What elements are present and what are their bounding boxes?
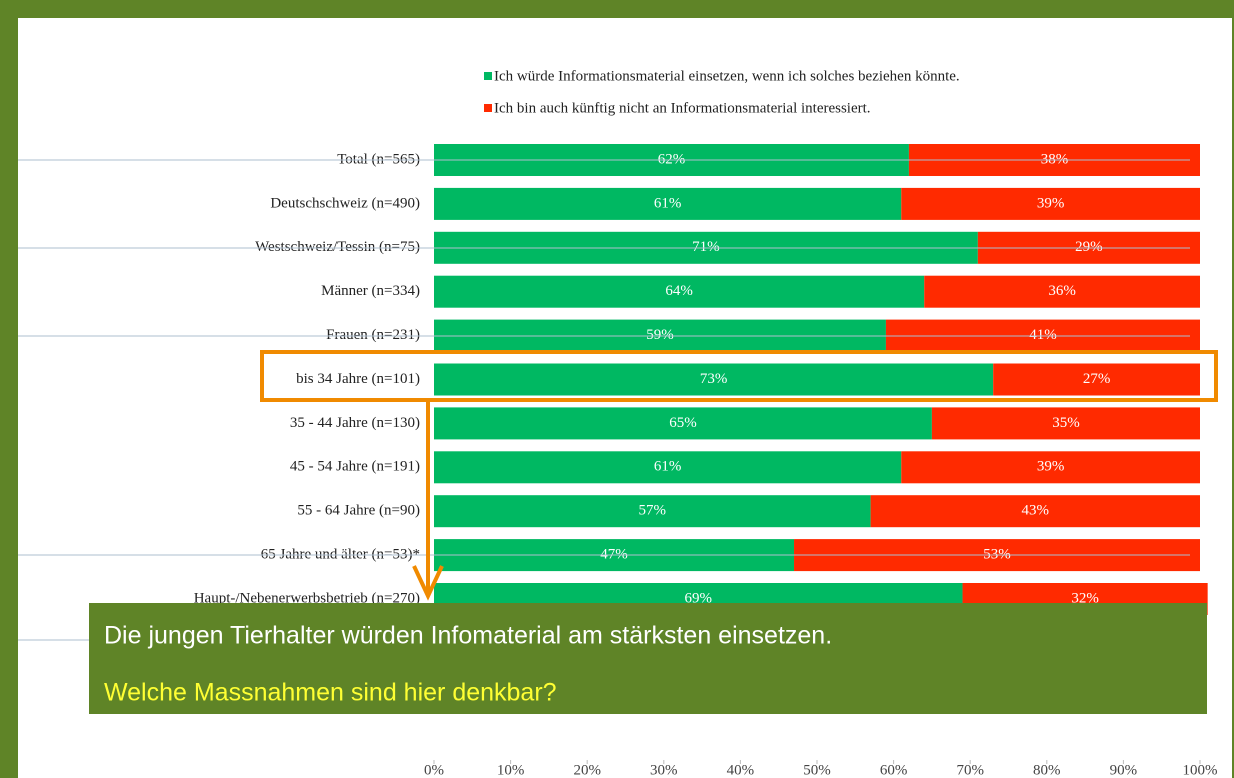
bar-segment: [434, 187, 902, 220]
bar-value-label: 57%: [639, 503, 667, 519]
x-tick-label: 50%: [803, 762, 831, 778]
category-label: Haupt-/Nebenerwerbsbetrieb (n=270): [194, 590, 420, 606]
chart: Ich würde Informationsmaterial einsetzen…: [18, 68, 1218, 778]
legend-swatch: [484, 104, 492, 112]
category-label: 45 - 54 Jahre (n=191): [290, 459, 420, 475]
category-label: bis 34 Jahre (n=101): [296, 371, 420, 387]
category-label: Total (n=565): [337, 151, 420, 167]
bar-segment: [434, 363, 994, 396]
bar-value-label: 41%: [1029, 327, 1057, 343]
x-tick-label: 40%: [727, 762, 755, 778]
arrow-head: [412, 565, 444, 601]
bar-segment: [434, 451, 902, 484]
bar-value-label: 43%: [1022, 503, 1050, 519]
bar-value-label: 64%: [665, 283, 693, 299]
category-label: Westschweiz/Tessin (n=75): [255, 239, 420, 255]
bar-segment: [434, 275, 925, 308]
x-tick-label: 100%: [1183, 762, 1218, 778]
category-label: 55 - 64 Jahre (n=90): [297, 503, 420, 519]
x-tick-label: 10%: [497, 762, 525, 778]
callout-question: Welche Massnahmen sind hier denkbar?: [104, 679, 557, 707]
bar-segment: [434, 495, 871, 528]
highlight-frame: [260, 350, 1218, 402]
x-tick-label: 0%: [424, 762, 444, 778]
x-tick-label: 60%: [880, 762, 908, 778]
bar-value-label: 59%: [646, 327, 674, 343]
callout-text: Die jungen Tierhalter würden Infomateria…: [104, 622, 832, 650]
bar-value-label: 27%: [1083, 371, 1111, 387]
category-label: Deutschschweiz (n=490): [270, 195, 420, 211]
bar-value-label: 36%: [1048, 283, 1076, 299]
legend-swatch: [484, 72, 492, 80]
category-label: 35 - 44 Jahre (n=130): [290, 415, 420, 431]
callout-box: [89, 603, 1207, 714]
category-label: Männer (n=334): [321, 283, 420, 299]
x-tick-label: 80%: [1033, 762, 1061, 778]
bar-value-label: 65%: [669, 415, 697, 431]
bar-segment: [870, 495, 1200, 528]
bar-value-label: 32%: [1071, 590, 1099, 606]
x-tick-label: 20%: [573, 762, 601, 778]
x-tick-label: 70%: [956, 762, 984, 778]
bar-value-label: 35%: [1052, 415, 1080, 431]
overlay: Die jungen Tierhalter würden Infomateria…: [89, 350, 1218, 714]
legend-label: Ich würde Informationsmaterial einsetzen…: [494, 68, 960, 84]
bar-value-label: 39%: [1037, 195, 1065, 211]
bar-segment: [924, 275, 1200, 308]
bar-value-label: 71%: [692, 239, 720, 255]
x-tick-label: 30%: [650, 762, 678, 778]
bar-value-label: 61%: [654, 459, 682, 475]
legend-label: Ich bin auch künftig nicht an Informatio…: [494, 100, 871, 116]
bar-value-label: 39%: [1037, 459, 1065, 475]
bar-value-label: 62%: [658, 151, 686, 167]
bar-value-label: 73%: [700, 371, 728, 387]
bar-value-label: 38%: [1041, 151, 1069, 167]
category-label: Frauen (n=231): [326, 327, 420, 343]
bar-segment: [993, 363, 1200, 396]
x-tick-label: 90%: [1110, 762, 1138, 778]
bar-segment: [901, 187, 1200, 220]
bar-value-label: 69%: [685, 590, 713, 606]
bar-segment: [434, 407, 932, 440]
bar-value-label: 29%: [1075, 239, 1103, 255]
bar-value-label: 61%: [654, 195, 682, 211]
bar-segment: [901, 451, 1200, 484]
bar-segment: [931, 407, 1200, 440]
